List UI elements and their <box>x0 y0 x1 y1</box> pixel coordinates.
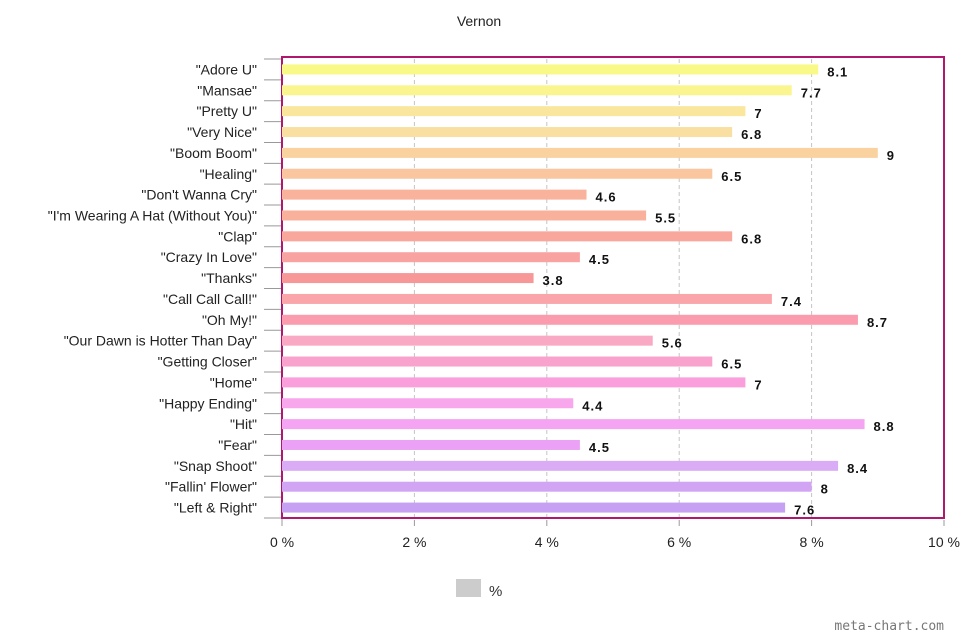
category-label: "Boom Boom" <box>170 145 257 161</box>
bar[interactable] <box>282 273 534 284</box>
category-label: "Oh My!" <box>202 312 257 328</box>
bars <box>282 64 878 513</box>
category-label: "Call Call Call!" <box>163 291 257 307</box>
category-label: "Crazy In Love" <box>161 249 257 265</box>
bar[interactable] <box>282 85 792 96</box>
data-label: 8.4 <box>847 461 868 476</box>
bar[interactable] <box>282 419 865 430</box>
bar[interactable] <box>282 106 746 117</box>
category-label: "Don't Wanna Cry" <box>141 187 257 203</box>
legend-swatch[interactable] <box>456 579 481 597</box>
data-label: 5.6 <box>662 336 683 351</box>
category-label: "Adore U" <box>196 61 257 77</box>
category-label: "Mansae" <box>197 82 257 98</box>
category-label: "Fear" <box>218 437 257 453</box>
x-tick-label: 2 % <box>402 534 426 550</box>
bar[interactable] <box>282 210 647 221</box>
bar[interactable] <box>282 64 819 75</box>
bar[interactable] <box>282 231 733 242</box>
category-label: "Getting Closer" <box>158 354 257 370</box>
data-label: 5.5 <box>655 210 676 225</box>
bar[interactable] <box>282 189 587 200</box>
category-label: "Happy Ending" <box>159 395 257 411</box>
data-label: 4.6 <box>596 190 617 205</box>
x-tick-label: 4 % <box>535 534 559 550</box>
legend-label: % <box>489 583 502 600</box>
x-tick-label: 0 % <box>270 534 294 550</box>
category-label: "Fallin' Flower" <box>165 479 257 495</box>
bar[interactable] <box>282 252 580 263</box>
bar[interactable] <box>282 335 653 346</box>
bar[interactable] <box>282 439 580 450</box>
bar[interactable] <box>282 356 713 367</box>
data-label: 6.5 <box>721 169 742 184</box>
data-label: 6.8 <box>741 127 762 142</box>
data-label: 8.8 <box>874 419 895 434</box>
data-label: 6.8 <box>741 231 762 246</box>
plot-frame <box>281 56 945 519</box>
data-label: 4.5 <box>589 440 610 455</box>
category-label: "Our Dawn is Hotter Than Day" <box>64 333 257 349</box>
bar[interactable] <box>282 314 858 325</box>
data-label: 7.7 <box>801 85 822 100</box>
bar[interactable] <box>282 460 839 471</box>
bar[interactable] <box>282 502 786 513</box>
category-label: "Clap" <box>218 228 257 244</box>
bar[interactable] <box>282 127 733 138</box>
bar[interactable] <box>282 398 574 409</box>
credit-text: meta-chart.com <box>834 619 944 634</box>
labels: 0 % 2 % 4 % 6 % 8 % 10 % "Adore U" 8.1 "Mansae" 7… <box>48 61 960 550</box>
category-label: "Very Nice" <box>187 124 257 140</box>
x-tick-label: 10 % <box>928 534 960 550</box>
data-label: 3.8 <box>543 273 564 288</box>
data-label: 7.6 <box>794 503 815 518</box>
bar[interactable] <box>282 147 878 158</box>
category-label: "Home" <box>210 374 257 390</box>
x-tick-label: 6 % <box>667 534 691 550</box>
data-label: 7 <box>754 106 762 121</box>
bar[interactable] <box>282 168 713 179</box>
data-label: 7.4 <box>781 294 802 309</box>
data-label: 7 <box>754 377 762 392</box>
category-label: "Thanks" <box>201 270 257 286</box>
category-label: "Left & Right" <box>174 500 257 516</box>
data-label: 8.7 <box>867 315 888 330</box>
category-label: "I'm Wearing A Hat (Without You)" <box>48 207 257 223</box>
bar[interactable] <box>282 293 772 304</box>
bar[interactable] <box>282 377 746 388</box>
category-label: "Hit" <box>230 416 257 432</box>
data-label: 9 <box>887 148 895 163</box>
data-label: 8 <box>821 482 829 497</box>
data-label: 4.4 <box>582 398 603 413</box>
x-tick-label: 8 % <box>800 534 824 550</box>
data-label: 8.1 <box>827 64 848 79</box>
category-label: "Healing" <box>200 166 257 182</box>
data-label: 4.5 <box>589 252 610 267</box>
legend[interactable]: % <box>456 579 502 600</box>
data-label: 6.5 <box>721 357 742 372</box>
chart-title: Vernon <box>457 13 501 29</box>
bar[interactable] <box>282 481 812 492</box>
category-label: "Pretty U" <box>196 103 257 119</box>
category-label: "Snap Shoot" <box>174 458 257 474</box>
